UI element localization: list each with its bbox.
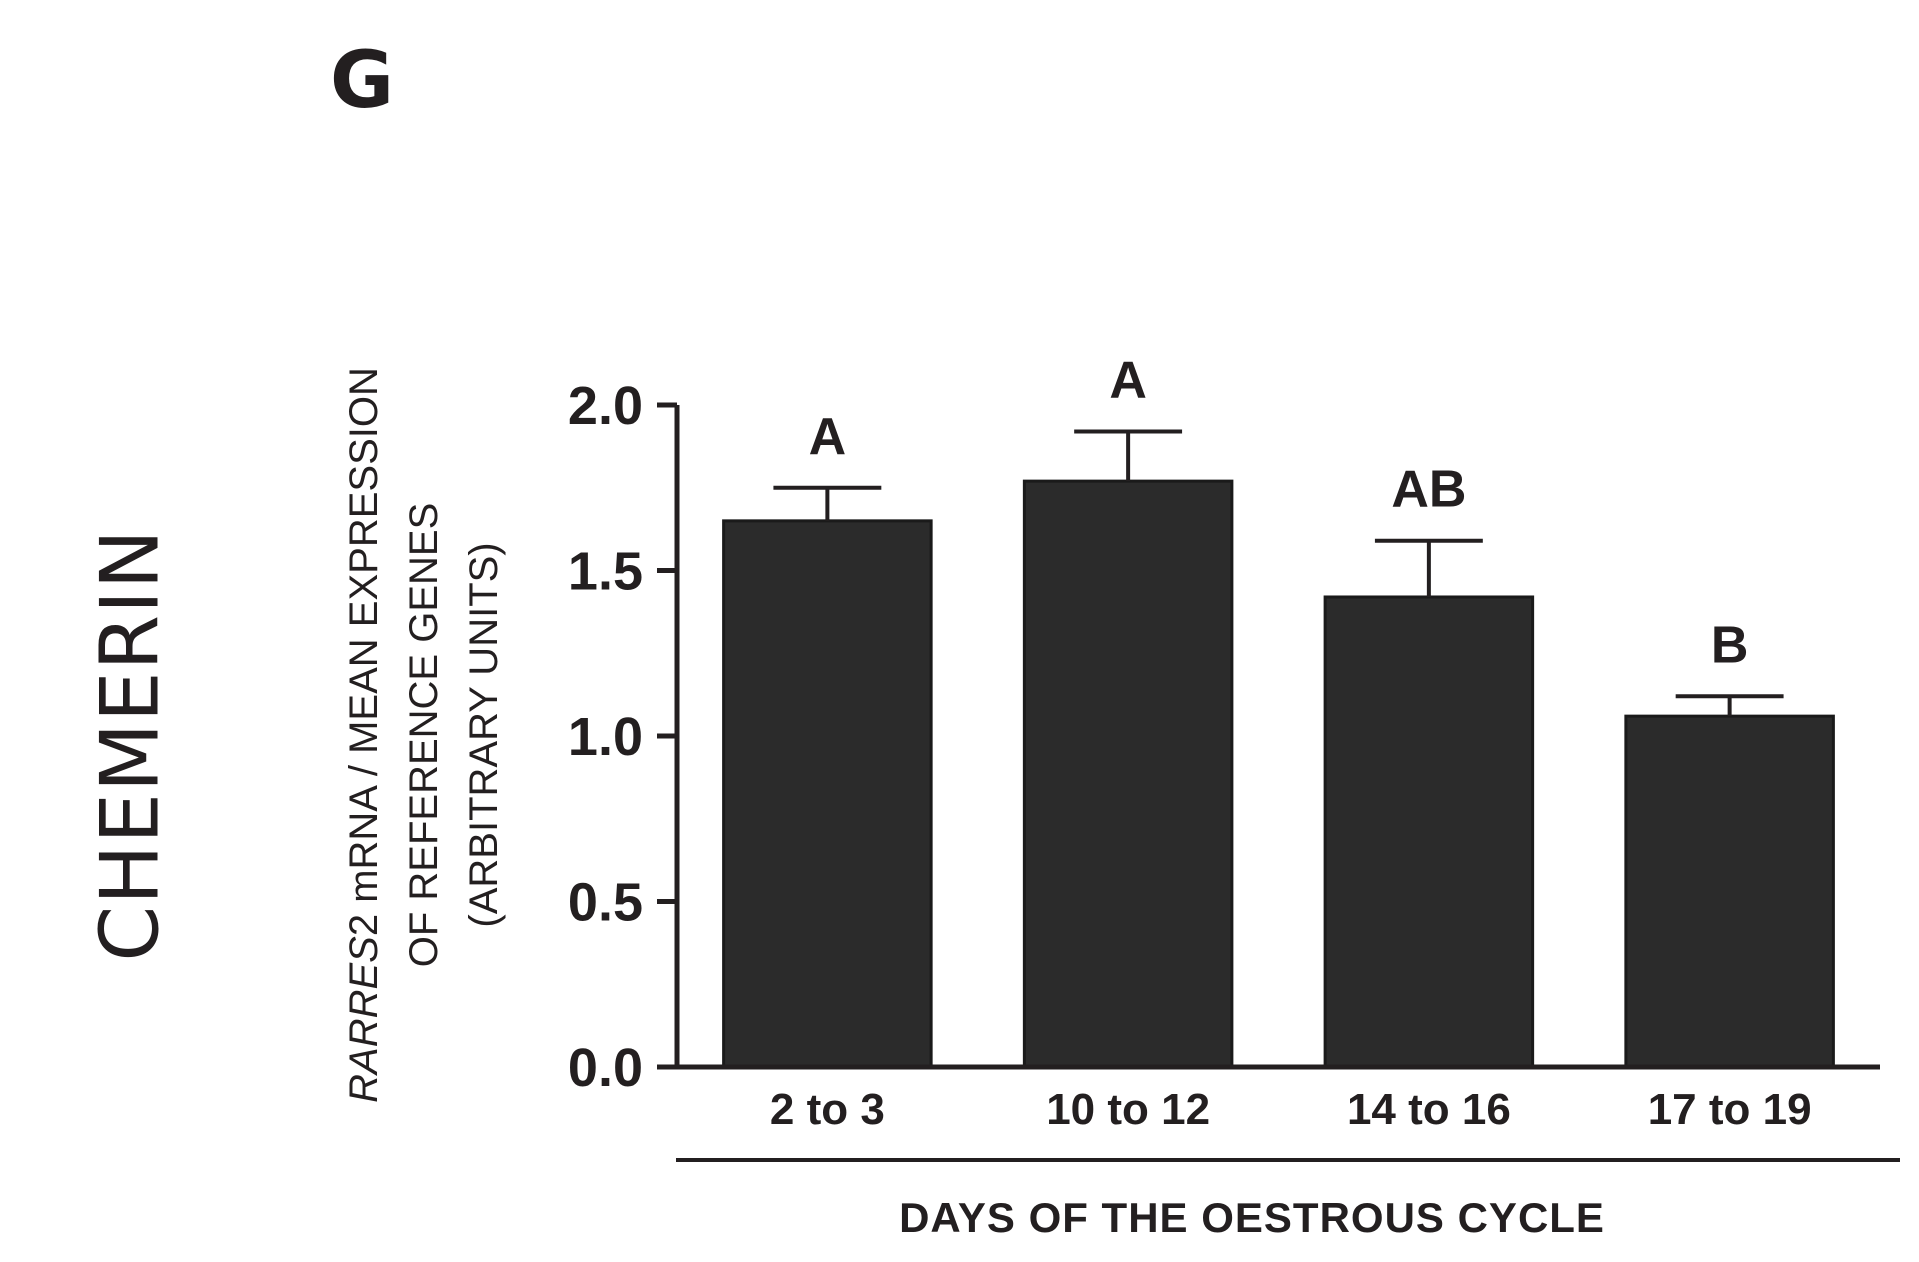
panel-label: G [330,36,395,126]
y-tick-label-3: 1.0 [568,707,643,767]
bar-2 [1022,479,1234,1069]
x-tick-label-4: 17 to 19 [1648,1085,1812,1134]
y-tick-label-4: 1.5 [568,542,643,602]
y-tick-label-2: 0.5 [568,873,643,933]
bar-3 [1323,595,1535,1069]
y-axis-title: RARRES2 mRNA / MEAN EXPRESSION OF REFERE… [342,367,506,1103]
y-axis-title-rest: 2 mRNA / MEAN EXPRESSION [342,367,386,936]
significance-label-3: AB [1391,461,1466,519]
y-axis-title-line2: OF REFERENCE GENES [402,503,446,968]
bar-1 [722,519,933,1069]
x-axis-title: DAYS OF THE OESTROUS CYCLE [899,1194,1605,1241]
y-tick-label-5: 2.0 [568,376,643,436]
x-tick-label-3: 14 to 16 [1347,1085,1511,1134]
significance-label-1: A [809,408,847,466]
y-axis-title-italic: RARRES [342,936,386,1103]
x-tick-label-1: 2 to 3 [770,1085,885,1134]
bar-4 [1624,714,1835,1069]
significance-label-2: A [1109,351,1147,409]
y-axis-title-line3: (ARBITRARY UNITS) [462,542,506,927]
y-tick-label-1: 0.0 [568,1038,643,1098]
x-tick-label-2: 10 to 12 [1046,1085,1210,1134]
significance-label-4: B [1711,616,1749,674]
y-axis-title-line1: RARRES2 mRNA / MEAN EXPRESSION [342,367,386,1103]
